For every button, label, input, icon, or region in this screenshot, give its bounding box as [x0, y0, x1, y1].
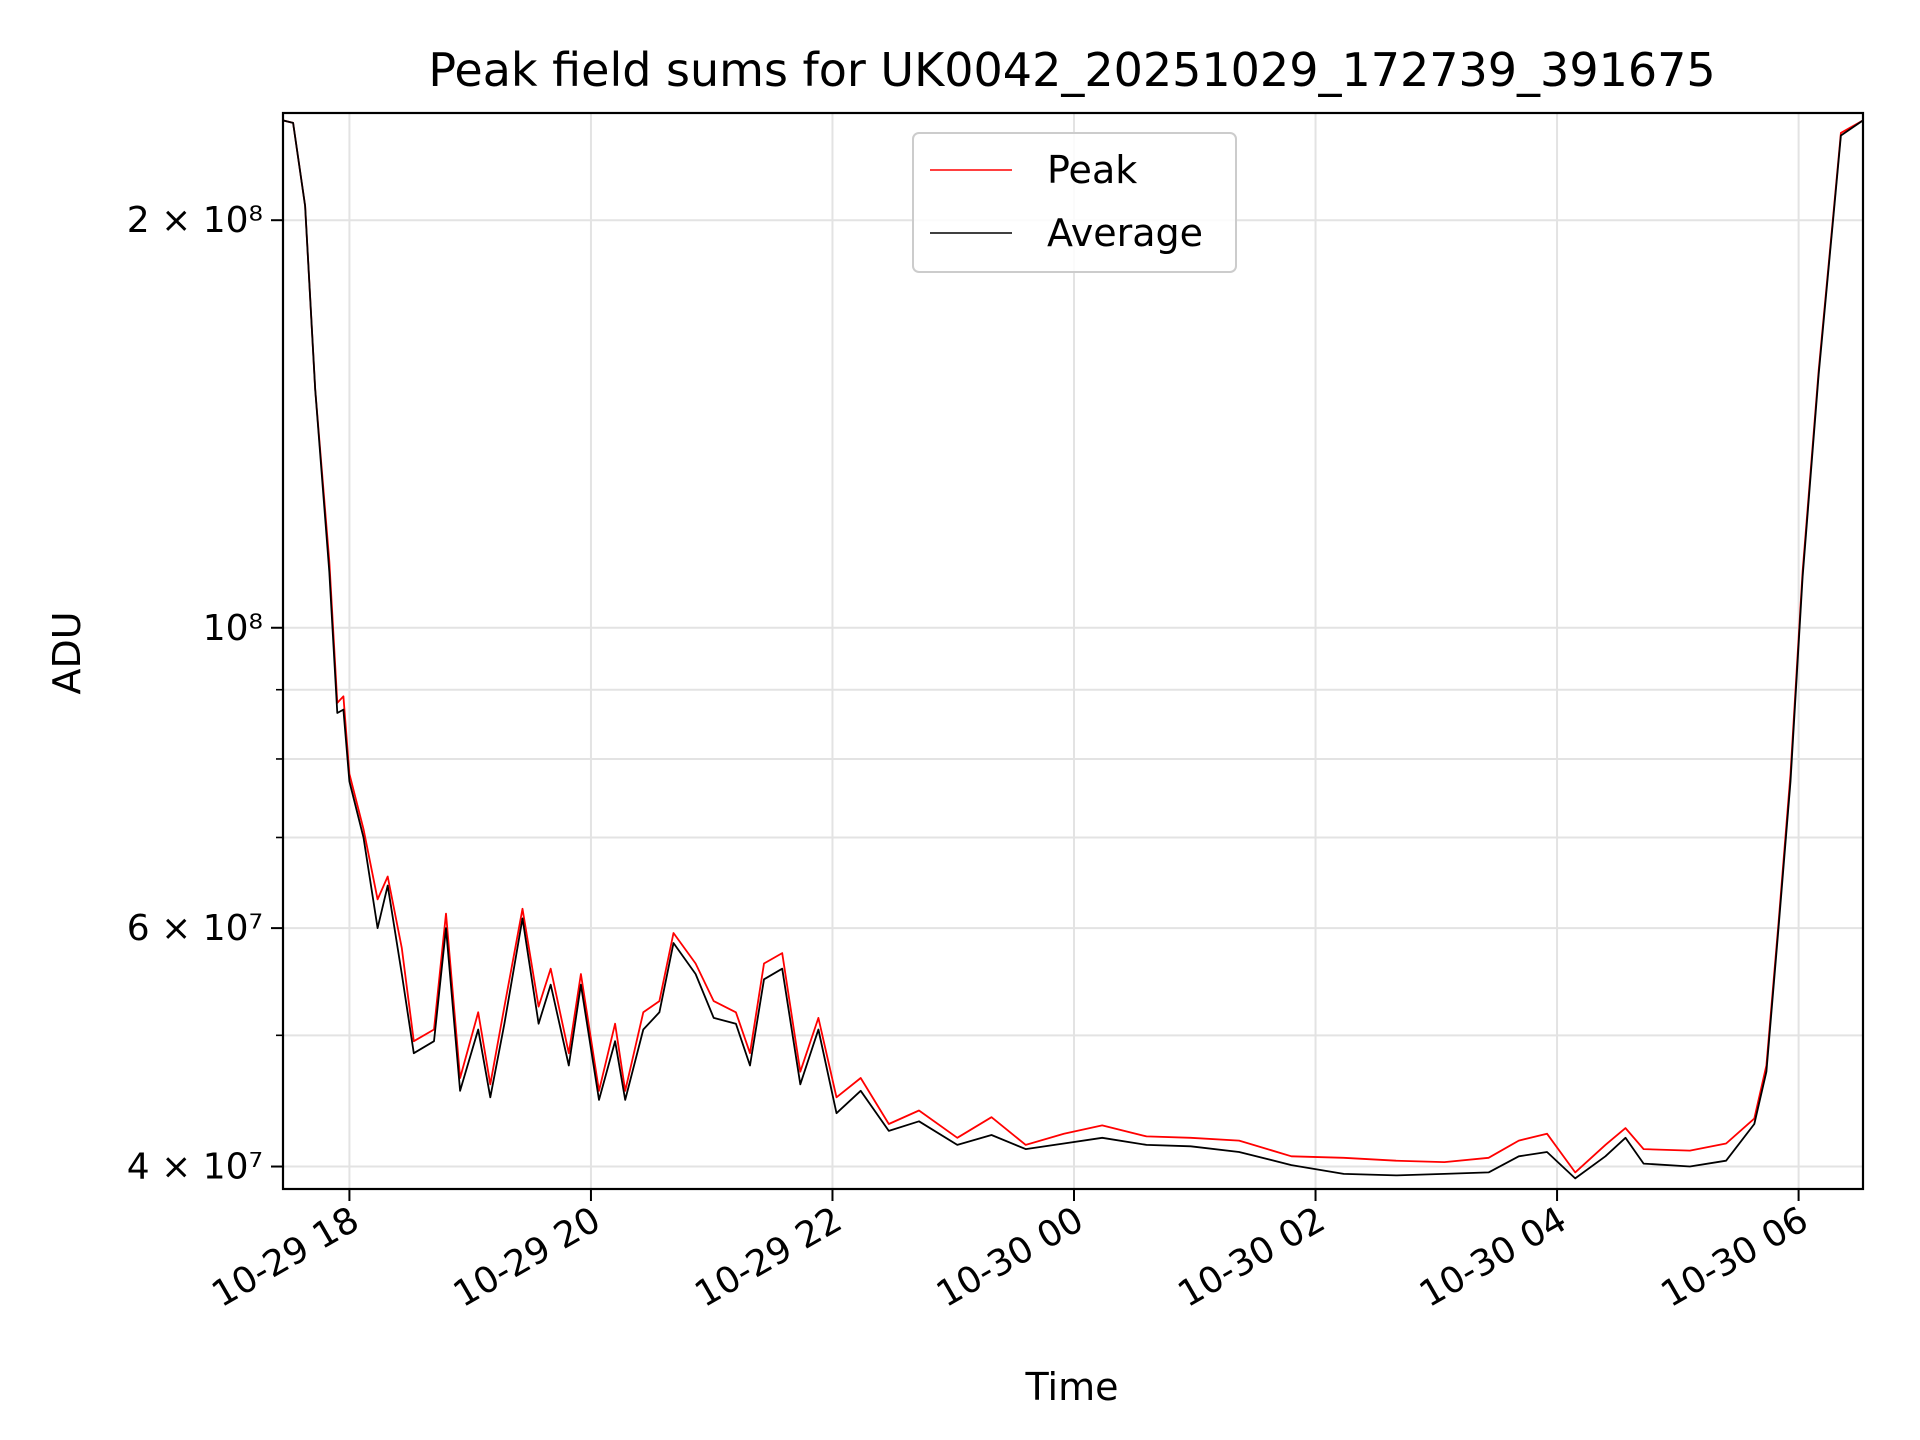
legend-label-peak: Peak	[1047, 148, 1137, 192]
x-axis-label: Time	[1025, 1365, 1119, 1409]
legend-label-average: Average	[1047, 211, 1203, 255]
series-line-average	[283, 119, 1863, 1180]
y-tick-label: 4 × 10⁷	[127, 1147, 263, 1188]
series-line-peak	[283, 119, 1863, 1174]
y-tick-label: 10⁸	[203, 608, 263, 649]
legend-box	[912, 132, 1237, 273]
y-axis-label: ADU	[45, 611, 89, 694]
series-layer	[283, 119, 1863, 1180]
y-tick-label: 6 × 10⁷	[127, 908, 263, 949]
chart-title: Peak field sums for UK0042_20251029_1727…	[428, 43, 1715, 97]
y-tick-label: 2 × 10⁸	[127, 200, 263, 241]
plot-frame	[281, 111, 1865, 1191]
legend: Peak Average	[912, 132, 1237, 273]
